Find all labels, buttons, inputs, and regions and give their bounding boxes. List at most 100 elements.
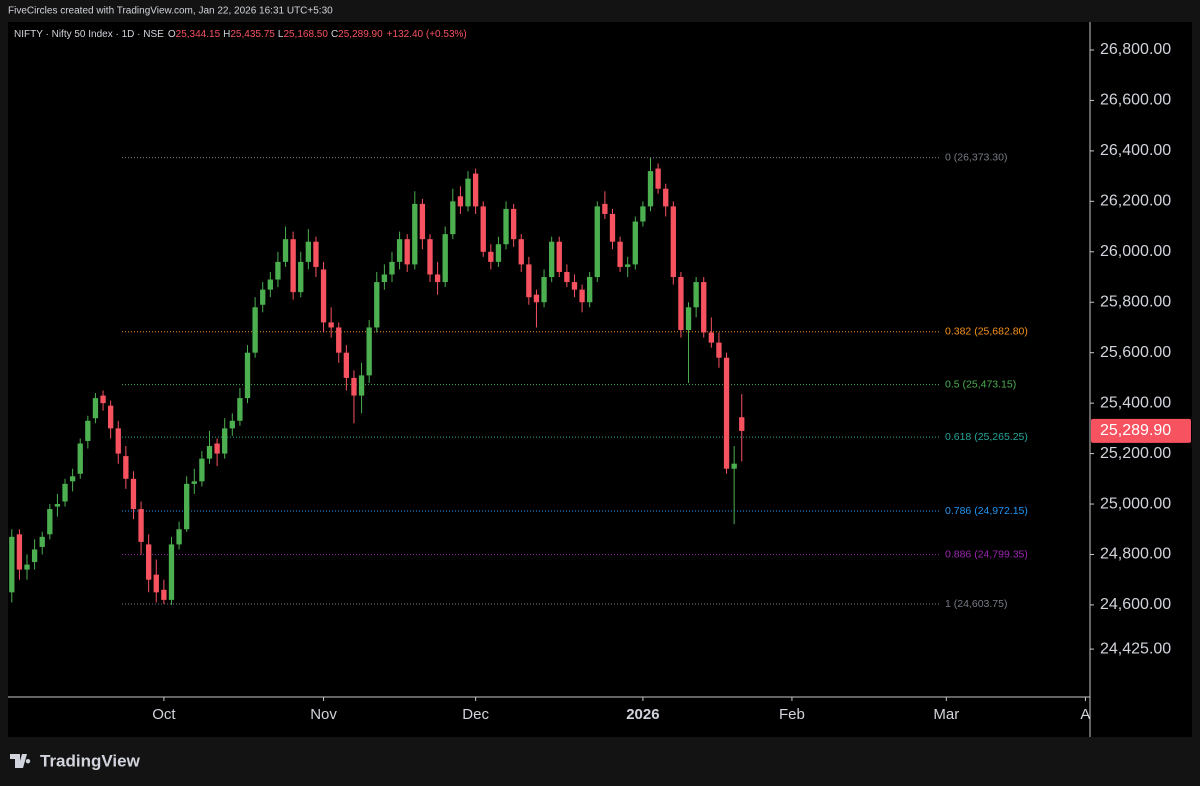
candle-body bbox=[564, 271, 570, 283]
candle-body bbox=[503, 208, 509, 245]
ohlc-letter: L bbox=[278, 29, 284, 40]
candle-body bbox=[495, 244, 502, 262]
candle-body bbox=[31, 549, 38, 563]
candle-body bbox=[549, 241, 555, 278]
candle-body bbox=[351, 377, 357, 396]
candle-body bbox=[199, 458, 205, 482]
x-tick-label: Nov bbox=[310, 706, 337, 723]
brand: TradingView bbox=[40, 751, 141, 770]
candle-body bbox=[130, 478, 137, 510]
candle-body bbox=[731, 463, 737, 469]
fib-label: 1 (24,603.75) bbox=[945, 598, 1007, 610]
candle-body bbox=[533, 294, 540, 303]
candle-body bbox=[587, 277, 593, 303]
ohlc-value: 25,435.75 bbox=[230, 29, 275, 40]
credit: FiveCircles created with TradingView.com… bbox=[8, 6, 333, 17]
candle-body bbox=[252, 307, 258, 353]
candle-body bbox=[472, 173, 479, 207]
x-tick-label: A bbox=[1080, 706, 1090, 723]
candle-body bbox=[191, 481, 197, 484]
ohlc-letter: O bbox=[168, 29, 176, 40]
candle-body bbox=[115, 428, 121, 454]
candle-body bbox=[609, 213, 616, 242]
candle-body bbox=[419, 203, 426, 240]
candle-body bbox=[54, 504, 61, 507]
y-tick-label: 26,800.00 bbox=[1100, 41, 1171, 58]
candle-body bbox=[640, 206, 646, 222]
candle-body bbox=[298, 261, 304, 293]
logo-icon bbox=[10, 754, 31, 768]
candle-body bbox=[678, 277, 684, 330]
candle-body bbox=[723, 357, 730, 469]
candle-body bbox=[602, 203, 608, 214]
candle-body bbox=[625, 264, 631, 267]
y-tick-label: 24,600.00 bbox=[1100, 596, 1171, 613]
candle-body bbox=[510, 208, 517, 240]
candle-body bbox=[184, 483, 190, 530]
x-tick-label: Feb bbox=[779, 706, 805, 723]
candle-body bbox=[389, 261, 395, 275]
candle-body bbox=[9, 536, 15, 593]
candle-body bbox=[290, 239, 296, 293]
y-tick-label: 26,000.00 bbox=[1100, 243, 1171, 260]
y-tick-label: 25,600.00 bbox=[1100, 344, 1171, 361]
candle-body bbox=[579, 289, 585, 303]
candle-body bbox=[244, 352, 251, 399]
candle-body bbox=[716, 342, 722, 358]
candle-body bbox=[168, 544, 175, 600]
candle-body bbox=[594, 206, 600, 278]
candle-body bbox=[480, 206, 486, 252]
candle-body bbox=[237, 398, 243, 421]
candle-body bbox=[222, 428, 228, 454]
candle-body bbox=[107, 405, 114, 429]
candle-body bbox=[457, 196, 464, 207]
candle-body bbox=[47, 509, 53, 535]
candle-body bbox=[161, 589, 167, 600]
candle-body bbox=[526, 264, 532, 298]
x-tick-label: Mar bbox=[933, 706, 959, 723]
fib-label: 0.382 (25,682.80) bbox=[945, 326, 1028, 338]
x-tick-label: 2026 bbox=[626, 706, 659, 723]
candle-body bbox=[214, 443, 220, 454]
candle-body bbox=[336, 327, 342, 353]
x-tick-label: Dec bbox=[462, 706, 489, 723]
candle-body bbox=[541, 277, 547, 303]
fib-label: 0.886 (24,799.35) bbox=[945, 548, 1028, 560]
candle-body bbox=[434, 274, 441, 283]
candle-body bbox=[229, 420, 235, 429]
ohlc-value: 25,344.15 bbox=[176, 29, 221, 40]
candle-body bbox=[343, 352, 350, 378]
candle-body bbox=[617, 241, 623, 267]
candle-body bbox=[739, 417, 745, 431]
ohlc-letter: H bbox=[223, 29, 230, 40]
candle-body bbox=[693, 282, 699, 308]
candle-body bbox=[24, 564, 30, 570]
candle-body bbox=[92, 398, 99, 419]
candle-body bbox=[85, 420, 91, 441]
candle-body bbox=[366, 327, 372, 376]
y-tick-label: 24,800.00 bbox=[1100, 546, 1171, 563]
candle-body bbox=[260, 289, 266, 305]
candle-body bbox=[358, 375, 365, 396]
candle-body bbox=[488, 251, 494, 262]
candle-body bbox=[442, 234, 448, 283]
brand-logo: TradingView bbox=[10, 751, 141, 770]
candle-body bbox=[685, 307, 692, 330]
fib-label: 0.786 (24,972.15) bbox=[945, 505, 1028, 517]
candle-body bbox=[670, 206, 676, 278]
candle-body bbox=[465, 178, 471, 207]
candle-body bbox=[374, 282, 380, 328]
candle-body bbox=[100, 395, 106, 404]
legend-header: NIFTY · Nifty 50 Index · 1D · NSE O25,344… bbox=[14, 29, 467, 40]
candle-body bbox=[381, 274, 388, 283]
candle-body bbox=[647, 171, 654, 207]
y-tick-label: 26,200.00 bbox=[1100, 193, 1171, 210]
candle-body bbox=[275, 261, 281, 280]
y-tick-label: 25,200.00 bbox=[1100, 445, 1171, 462]
ohlc-value: 25,289.90 bbox=[338, 29, 383, 40]
axes: 26,800.00 26,600.00 26,400.00 26,200.00 26,0… bbox=[152, 41, 1191, 723]
candle-body bbox=[267, 279, 273, 290]
candle-body bbox=[412, 203, 418, 265]
candle-body bbox=[450, 201, 456, 235]
